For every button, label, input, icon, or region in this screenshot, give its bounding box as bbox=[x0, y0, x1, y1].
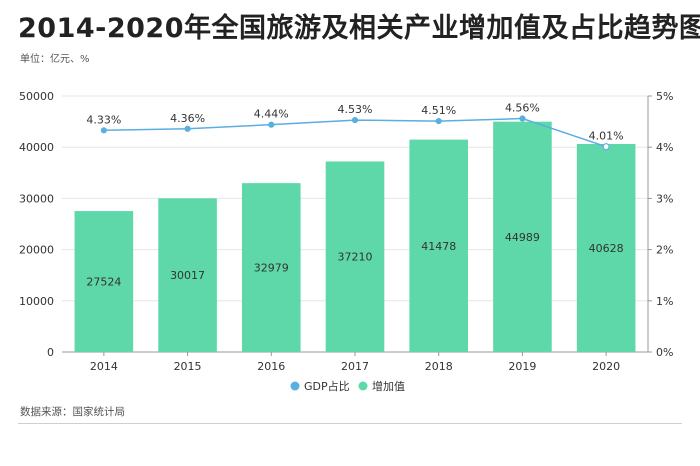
gdp-share-point bbox=[602, 143, 610, 151]
bar bbox=[158, 198, 217, 352]
y-right-tick-label: 1% bbox=[656, 295, 673, 308]
bar bbox=[576, 143, 636, 352]
legend-gdp-label: GDP占比 bbox=[304, 379, 350, 393]
bar-value-label: 44989 bbox=[505, 231, 540, 244]
x-tick-label: 2015 bbox=[174, 360, 202, 373]
gdp-share-label: 4.33% bbox=[86, 113, 121, 126]
y-right-tick-label: 5% bbox=[656, 90, 673, 103]
bar bbox=[493, 121, 552, 353]
bar bbox=[241, 183, 301, 352]
gdp-share-point bbox=[184, 125, 191, 132]
y-left-tick-label: 10000 bbox=[19, 295, 54, 308]
gdp-share-point bbox=[351, 116, 359, 124]
bar-value-label: 37210 bbox=[338, 251, 373, 264]
y-right-tick-label: 0% bbox=[656, 346, 673, 359]
gdp-share-point bbox=[519, 115, 526, 122]
y-left-tick-label: 50000 bbox=[19, 90, 54, 103]
x-tick-label: 2017 bbox=[341, 360, 369, 373]
bar-value-label: 41478 bbox=[421, 240, 456, 253]
gdp-share-label: 4.44% bbox=[254, 108, 289, 121]
gdp-share-point bbox=[435, 117, 442, 125]
y-left-tick-label: 30000 bbox=[19, 192, 54, 205]
combo-chart: 0 10000 20000 30000 40000 50000 0% 1% 2% 3% 4% 5% 27… bbox=[19, 90, 673, 393]
x-tick-label: 2016 bbox=[257, 360, 285, 373]
x-tick-label: 2020 bbox=[592, 360, 620, 373]
x-tick-label: 2019 bbox=[508, 360, 536, 373]
x-tick-label: 2018 bbox=[425, 360, 453, 373]
bar-value-label: 32979 bbox=[254, 262, 289, 275]
bar bbox=[325, 161, 385, 352]
y-left-tick-label: 0 bbox=[47, 346, 54, 359]
y-left-tick-label: 40000 bbox=[19, 141, 54, 154]
bar-value-label: 30017 bbox=[170, 269, 205, 282]
legend-value-label: 增加值 bbox=[372, 379, 405, 393]
y-right-tick-label: 2% bbox=[656, 244, 673, 257]
gdp-share-point bbox=[268, 121, 275, 128]
gdp-share-label: 4.01% bbox=[589, 130, 624, 143]
y-right-tick-label: 4% bbox=[656, 141, 673, 154]
bar bbox=[74, 211, 134, 352]
unit-note: 单位：亿元、% bbox=[20, 54, 90, 65]
gdp-share-label: 4.51% bbox=[421, 104, 456, 117]
bar-value-label: 27524 bbox=[86, 276, 121, 289]
source-note: 数据来源：国家统计局 bbox=[20, 406, 125, 418]
bar bbox=[409, 139, 469, 352]
y-right-tick-label: 3% bbox=[656, 192, 673, 205]
gdp-share-label: 4.36% bbox=[170, 112, 205, 125]
bar-value-label: 40628 bbox=[589, 242, 624, 255]
y-left-tick-label: 20000 bbox=[19, 244, 54, 257]
divider bbox=[18, 423, 682, 424]
x-tick-label: 2014 bbox=[90, 360, 118, 373]
page-title: 2014-2020年全国旅游及相关产业增加值及占比趋势图 bbox=[18, 13, 700, 44]
gdp-share-label: 4.53% bbox=[338, 103, 373, 116]
gdp-share-point bbox=[100, 127, 107, 134]
legend-gdp-marker bbox=[290, 381, 300, 391]
legend-value-marker bbox=[358, 381, 368, 391]
gdp-share-label: 4.56% bbox=[505, 102, 540, 115]
